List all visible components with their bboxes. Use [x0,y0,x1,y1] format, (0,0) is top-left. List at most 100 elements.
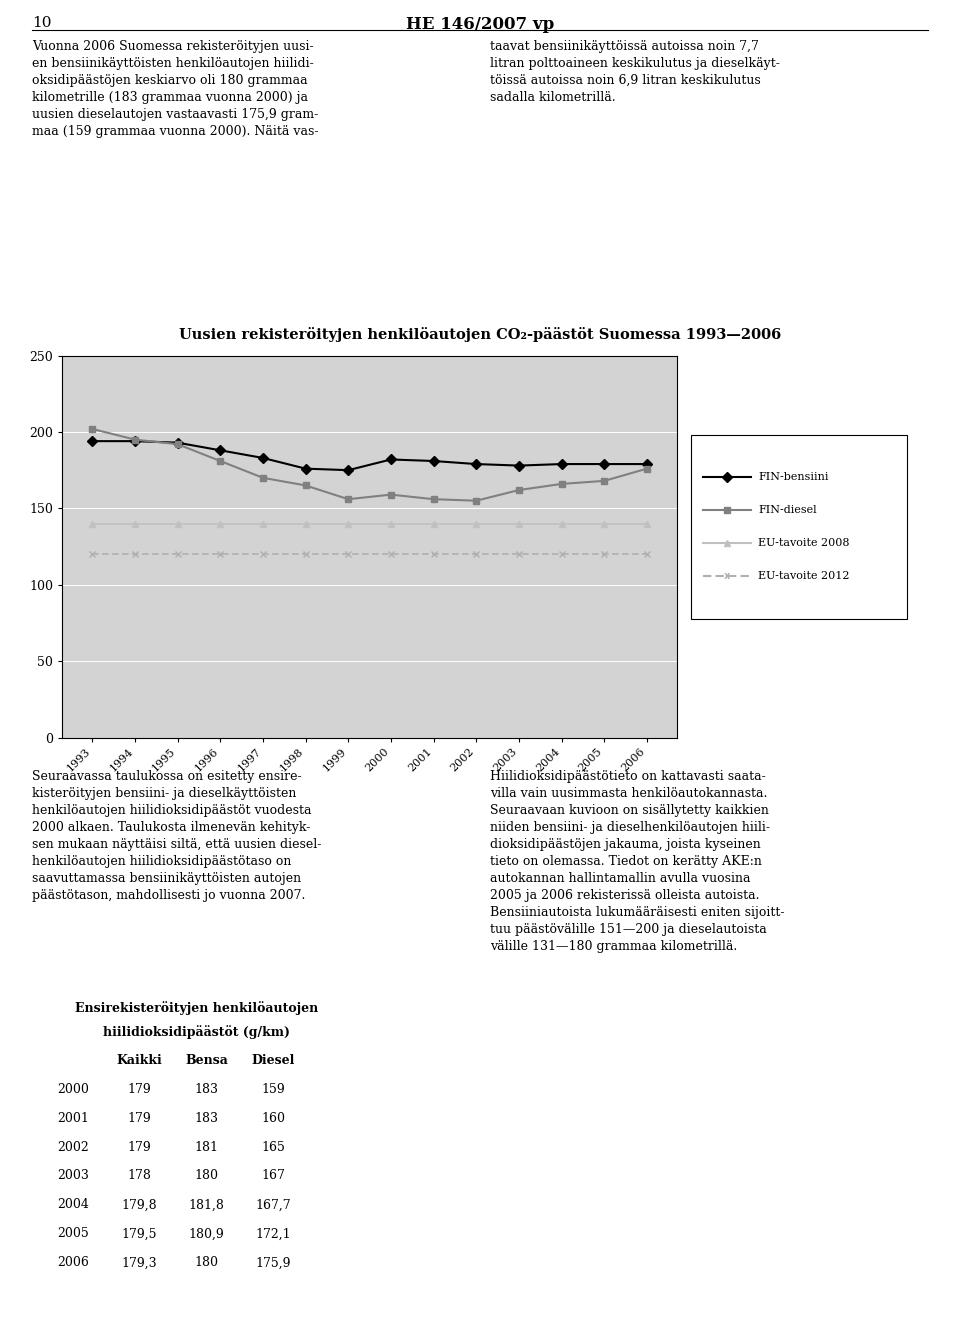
FIN-bensiini [86,433,98,449]
Text: Vuonna 2006 Suomessa rekisteröityjen uusi-
en bensiinikäyttöisten henkilöautojen: Vuonna 2006 Suomessa rekisteröityjen uus… [32,40,318,137]
FIN-diesel [300,478,311,494]
Text: 175,9: 175,9 [256,1256,291,1270]
Text: 179,3: 179,3 [121,1256,157,1270]
EU-tavoite 2008 [556,516,567,532]
EU-tavoite 2012 [130,547,141,562]
Text: 2006: 2006 [58,1256,89,1270]
Text: 179,5: 179,5 [122,1227,156,1241]
Text: Seuraavassa taulukossa on esitetty ensire-
kisteröityjen bensiini- ja dieselkäyt: Seuraavassa taulukossa on esitetty ensir… [32,770,321,902]
Text: Kaikki: Kaikki [116,1054,162,1067]
EU-tavoite 2012 [300,547,311,562]
FIN-diesel [172,436,183,452]
Text: 172,1: 172,1 [255,1227,292,1241]
EU-tavoite 2012 [385,547,396,562]
Text: FIN-bensiini: FIN-bensiini [758,473,828,482]
FIN-diesel [470,493,482,508]
FIN-diesel [641,461,653,477]
EU-tavoite 2008 [428,516,440,532]
EU-tavoite 2008 [343,516,354,532]
FIN-bensiini [257,450,269,466]
Text: 2004: 2004 [58,1198,89,1212]
FIN-bensiini [556,456,567,471]
EU-tavoite 2008 [641,516,653,532]
Text: 2005: 2005 [58,1227,89,1241]
Line: EU-tavoite 2012: EU-tavoite 2012 [88,551,651,557]
Text: 159: 159 [262,1083,285,1096]
FIN-bensiini [300,461,311,477]
Line: FIN-diesel: FIN-diesel [88,425,651,504]
FIN-bensiini [470,456,482,471]
Text: 178: 178 [128,1169,151,1183]
EU-tavoite 2008 [300,516,311,532]
Text: 180: 180 [194,1256,219,1270]
Text: 2002: 2002 [58,1141,89,1154]
Text: HE 146/2007 vp: HE 146/2007 vp [406,16,554,33]
Text: Uusien rekisteröityjen henkilöautojen CO₂-päästöt Suomessa 1993—2006: Uusien rekisteröityjen henkilöautojen CO… [179,328,781,342]
EU-tavoite 2012 [514,547,525,562]
Text: x: x [724,572,730,581]
FIN-bensiini [514,458,525,474]
EU-tavoite 2012 [556,547,567,562]
Text: Ensirekisteröityjen henkilöautojen: Ensirekisteröityjen henkilöautojen [75,1001,319,1015]
FIN-diesel [86,421,98,437]
Text: 181: 181 [194,1141,219,1154]
EU-tavoite 2012 [641,547,653,562]
Text: 160: 160 [261,1112,286,1125]
Text: 179: 179 [128,1112,151,1125]
FIN-diesel [556,475,567,491]
EU-tavoite 2008 [470,516,482,532]
EU-tavoite 2008 [130,516,141,532]
FIN-bensiini [598,456,610,471]
FIN-bensiini [130,433,141,449]
FIN-diesel [214,453,226,469]
Text: 179,8: 179,8 [121,1198,157,1212]
FIN-bensiini [214,443,226,458]
Text: Bensa: Bensa [185,1054,228,1067]
Text: 167,7: 167,7 [255,1198,292,1212]
Text: 183: 183 [194,1083,219,1096]
EU-tavoite 2008 [172,516,183,532]
Text: EU-tavoite 2008: EU-tavoite 2008 [758,539,850,548]
EU-tavoite 2008 [385,516,396,532]
Text: Hiilidioksidipäästötieto on kattavasti saata-
villa vain uusimmasta henkilöautok: Hiilidioksidipäästötieto on kattavasti s… [490,770,784,954]
EU-tavoite 2012 [86,547,98,562]
EU-tavoite 2008 [598,516,610,532]
FIN-diesel [428,491,440,507]
Text: 181,8: 181,8 [188,1198,225,1212]
Text: 179: 179 [128,1141,151,1154]
Text: 183: 183 [194,1112,219,1125]
Line: FIN-bensiini: FIN-bensiini [88,437,651,474]
FIN-bensiini [172,435,183,450]
FIN-diesel [514,482,525,498]
EU-tavoite 2012 [172,547,183,562]
FIN-bensiini [428,453,440,469]
FIN-bensiini [343,462,354,478]
FIN-diesel [385,487,396,503]
Line: EU-tavoite 2008: EU-tavoite 2008 [88,520,651,527]
FIN-diesel [130,432,141,448]
FIN-diesel [598,473,610,489]
EU-tavoite 2012 [257,547,269,562]
FIN-diesel [343,491,354,507]
Text: 180,9: 180,9 [188,1227,225,1241]
Text: 180: 180 [194,1169,219,1183]
EU-tavoite 2008 [214,516,226,532]
Text: EU-tavoite 2012: EU-tavoite 2012 [758,572,850,581]
EU-tavoite 2008 [257,516,269,532]
Text: 2003: 2003 [58,1169,89,1183]
Text: Diesel: Diesel [252,1054,296,1067]
EU-tavoite 2012 [343,547,354,562]
Text: 179: 179 [128,1083,151,1096]
EU-tavoite 2012 [214,547,226,562]
Text: 10: 10 [32,16,51,30]
Text: FIN-diesel: FIN-diesel [758,506,817,515]
FIN-diesel [257,470,269,486]
Text: 167: 167 [262,1169,285,1183]
EU-tavoite 2012 [598,547,610,562]
FIN-bensiini [641,456,653,471]
Text: taavat bensiinikäyttöissä autoissa noin 7,7
litran polttoaineen keskikulutus ja : taavat bensiinikäyttöissä autoissa noin … [490,40,780,104]
EU-tavoite 2008 [86,516,98,532]
FIN-bensiini [385,452,396,468]
Text: 2000: 2000 [58,1083,89,1096]
EU-tavoite 2008 [514,516,525,532]
